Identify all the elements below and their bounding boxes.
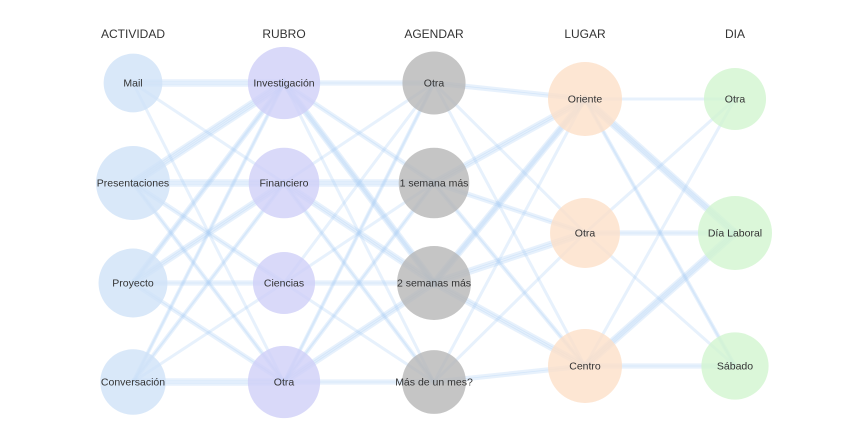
links-layer	[131, 78, 737, 386]
node-circle	[402, 51, 466, 115]
link-semanas2-oriente	[432, 94, 587, 282]
column-title-agendar: AGENDAR	[404, 27, 464, 41]
column-title-rubro: RUBRO	[262, 27, 305, 41]
link-semana1-centro	[432, 180, 587, 367]
link-proyecto-investigacion	[131, 79, 286, 283]
node-lugar-otra_l[interactable]: Otra	[550, 198, 620, 268]
link-otra_a-centro	[432, 81, 587, 368]
link-investigacion-semanas2	[282, 82, 436, 286]
node-label: Otra	[575, 228, 596, 240]
node-dia-otra_d[interactable]: Otra	[703, 67, 767, 131]
column-title-lugar: LUGAR	[564, 27, 606, 41]
link-mail-otra_r	[131, 81, 286, 384]
node-lugar-oriente[interactable]: Oriente	[548, 62, 622, 136]
link-mes-otra_l	[432, 231, 587, 384]
node-label: 2 semanas más	[397, 278, 471, 290]
link-otra_r-semana1	[282, 180, 436, 383]
link-investigacion-semanas2	[282, 78, 436, 282]
link-semana1-centro	[432, 182, 587, 369]
link-otra_a-otra_l	[432, 81, 587, 235]
link-conversacion-financiero	[131, 180, 286, 383]
node-actividad-mail[interactable]: Mail	[103, 53, 163, 113]
link-otra_r-otra_a	[282, 82, 436, 385]
link-ciencias-otra_a	[282, 81, 436, 285]
link-proyecto-investigacion	[131, 81, 286, 285]
node-circle	[247, 46, 321, 120]
column-titles: ACTIVIDAD RUBRO AGENDAR LUGAR DIA	[101, 27, 745, 41]
node-label: Conversación	[101, 377, 165, 389]
node-rubro-financiero[interactable]: Financiero	[248, 147, 320, 219]
node-label: Otra	[725, 94, 746, 106]
node-actividad-presentaciones[interactable]: Presentaciones	[96, 146, 170, 220]
link-investigacion-semanas2	[282, 84, 436, 288]
node-circle	[701, 332, 769, 400]
link-otra_r-otra_a	[282, 80, 436, 383]
node-label: Presentaciones	[97, 178, 169, 190]
link-mes-oriente	[432, 97, 587, 384]
node-agendar-mes[interactable]: Más de un mes?	[395, 350, 473, 414]
link-centro-otra_d	[583, 97, 737, 368]
node-rubro-ciencias[interactable]: Ciencias	[252, 251, 316, 315]
link-proyecto-investigacion	[131, 83, 286, 287]
node-circle	[398, 147, 470, 219]
link-semanas2-oriente	[432, 100, 587, 288]
node-label: Otra	[424, 78, 445, 90]
node-label: Más de un mes?	[395, 377, 473, 389]
link-semanas2-oriente	[432, 96, 587, 284]
node-circle	[96, 146, 170, 220]
node-circle	[703, 67, 767, 131]
node-label: Financiero	[259, 178, 308, 190]
link-conversacion-investigacion	[131, 82, 286, 385]
node-circle	[548, 329, 622, 403]
link-financiero-mes	[282, 180, 436, 383]
node-rubro-otra_r[interactable]: Otra	[247, 345, 321, 419]
node-circle	[248, 147, 320, 219]
link-conversacion-financiero	[131, 182, 286, 385]
node-agendar-semana1[interactable]: 1 semana más	[398, 147, 470, 219]
link-conversacion-investigacion	[131, 80, 286, 383]
column-title-actividad: ACTIVIDAD	[101, 27, 165, 41]
node-circle	[402, 350, 466, 414]
node-label: 1 semana más	[400, 178, 469, 190]
node-actividad-proyecto[interactable]: Proyecto	[98, 248, 168, 318]
column-title-dia: DIA	[725, 27, 745, 41]
node-rubro-investigacion[interactable]: Investigación	[247, 46, 321, 120]
node-dia-laboral[interactable]: Día Laboral	[698, 196, 772, 270]
node-agendar-semanas2[interactable]: 2 semanas más	[397, 246, 471, 320]
node-label: Otra	[274, 377, 295, 389]
node-circle	[548, 62, 622, 136]
link-presentaciones-otra_r	[131, 180, 286, 383]
link-oriente-sabado	[583, 98, 737, 369]
link-investigacion-semanas2	[282, 80, 436, 284]
node-label: Centro	[569, 361, 601, 373]
link-oriente-sabado	[583, 96, 737, 367]
node-circle	[550, 198, 620, 268]
node-label: Proyecto	[112, 278, 154, 290]
link-semanas2-oriente	[432, 98, 587, 286]
link-presentaciones-otra_r	[131, 182, 286, 385]
node-circle	[98, 248, 168, 318]
link-financiero-mes	[282, 182, 436, 385]
node-label: Ciencias	[264, 278, 304, 290]
node-circle	[247, 345, 321, 419]
node-dia-sabado[interactable]: Sábado	[701, 332, 769, 400]
node-circle	[252, 251, 316, 315]
node-label: Investigación	[253, 78, 314, 90]
node-label: Sábado	[717, 361, 753, 373]
node-label: Mail	[123, 78, 142, 90]
node-circle	[397, 246, 471, 320]
node-agendar-otra_a[interactable]: Otra	[402, 51, 466, 115]
node-lugar-centro[interactable]: Centro	[548, 329, 622, 403]
node-label: Oriente	[568, 94, 603, 106]
node-circle	[100, 349, 166, 415]
node-actividad-conversacion[interactable]: Conversación	[100, 349, 166, 415]
node-circle	[103, 53, 163, 113]
node-label: Día Laboral	[708, 228, 762, 240]
nodes-layer: Mail Presentaciones Proyecto Conversación In…	[96, 46, 772, 419]
link-otra_r-semana1	[282, 182, 436, 385]
link-investigacion-mes	[282, 81, 436, 384]
node-circle	[698, 196, 772, 270]
